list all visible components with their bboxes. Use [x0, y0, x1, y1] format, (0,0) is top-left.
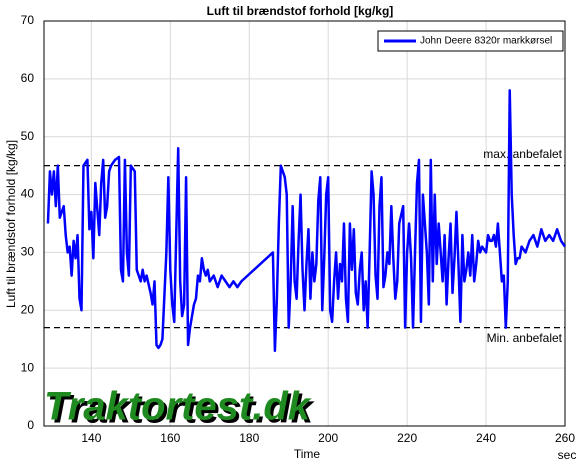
legend-label: John Deere 8320r markkørsel — [420, 36, 552, 47]
y-tick-label: 60 — [21, 71, 35, 85]
x-axis-label: Time — [294, 447, 321, 461]
watermark: Traktortest.dk — [44, 385, 312, 429]
y-tick-label: 10 — [21, 360, 35, 374]
chart-title: Luft til brændstof forhold [kg/kg] — [207, 4, 394, 18]
x-tick-label: 260 — [555, 431, 575, 445]
x-axis-unit: sec — [558, 448, 577, 462]
x-tick-label: 160 — [160, 431, 180, 445]
x-tick-label: 140 — [81, 431, 101, 445]
y-tick-label: 70 — [21, 13, 35, 27]
x-tick-label: 180 — [239, 431, 259, 445]
reference-label: max. anbefalet — [483, 147, 562, 161]
y-tick-label: 0 — [27, 418, 34, 432]
x-tick-label: 200 — [318, 431, 338, 445]
reference-label: Min. anbefalet — [487, 331, 563, 345]
y-tick-label: 50 — [21, 129, 35, 143]
data-line — [46, 89, 567, 353]
y-tick-label: 20 — [21, 302, 35, 316]
x-tick-label: 220 — [397, 431, 417, 445]
legend-box — [377, 30, 564, 52]
y-tick-label: 40 — [21, 187, 35, 201]
plot-area — [44, 21, 565, 426]
x-tick-label: 240 — [476, 431, 496, 445]
plot-frame — [43, 20, 566, 427]
watermark-shadow: Traktortest.dk — [47, 388, 315, 432]
y-tick-label: 30 — [21, 245, 35, 259]
y-axis-label: Luft til brændstof forhold [kg/kg] — [4, 140, 18, 308]
